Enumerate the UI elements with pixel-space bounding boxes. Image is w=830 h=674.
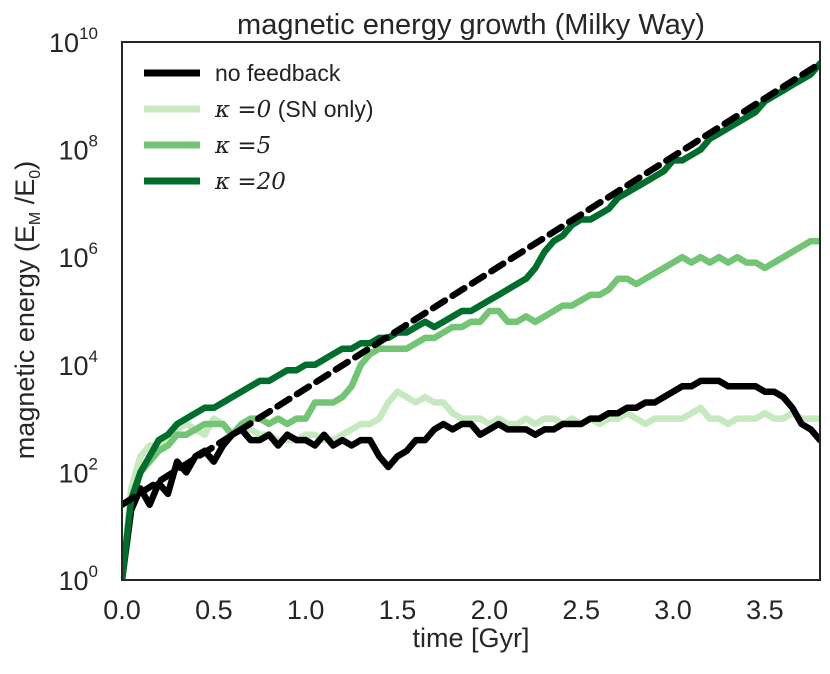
chart-title: magnetic energy growth (Milky Way) (237, 9, 705, 41)
y-tick-label: 108 (58, 132, 98, 166)
series-layer (122, 60, 820, 580)
x-tick-label: 2.5 (562, 595, 600, 625)
x-tick-label: 3.5 (746, 595, 784, 625)
legend-label: κ =20 (214, 169, 286, 195)
x-tick-label: 3.0 (654, 595, 692, 625)
x-tick-label: 0.5 (195, 595, 233, 625)
plot-frame (121, 41, 821, 581)
y-axis-label-main: magnetic energy (E (10, 225, 40, 459)
legend: no feedback κ =0 (SN only) κ =5 κ =20 (144, 60, 374, 195)
x-axis-label: time [Gyr] (412, 623, 529, 653)
y-tick-label: 104 (58, 347, 98, 381)
y-axis-label-sub-m: M (27, 212, 44, 225)
x-tick-label: 1.0 (287, 595, 325, 625)
series-line-exponential-fit (122, 60, 820, 508)
plot-area (121, 41, 821, 581)
legend-label: κ =5 (214, 133, 271, 159)
series-line-20 (122, 60, 820, 580)
legend-label: no feedback (215, 60, 341, 86)
x-tick-labels: 0.0 0.5 1.0 1.5 2.0 2.5 3.0 3.5 (103, 595, 783, 625)
y-axis-label: magnetic energy (EM /E0) (10, 161, 44, 459)
x-tick-label: 1.5 (379, 595, 417, 625)
y-axis-label-close: ) (10, 161, 40, 170)
y-tick-labels: 100 102 104 106 108 1010 (49, 24, 98, 596)
y-axis-label-sub-0: 0 (27, 170, 44, 179)
y-axis-label-mid: /E (10, 179, 40, 212)
y-tick-label: 100 (58, 562, 98, 596)
x-tick-label: 0.0 (103, 595, 141, 625)
y-tick-label: 1010 (49, 24, 98, 58)
x-tick-label: 2.0 (471, 595, 509, 625)
y-tick-label: 106 (58, 239, 98, 273)
svg-text:magnetic energy (EM /E0): magnetic energy (EM /E0) (10, 161, 44, 459)
legend-label: κ =0 (SN only) (214, 96, 374, 123)
y-tick-label: 102 (58, 454, 98, 488)
